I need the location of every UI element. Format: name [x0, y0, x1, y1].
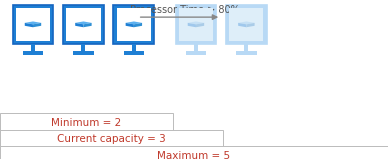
Bar [23, 51, 43, 55]
FancyBboxPatch shape [0, 130, 223, 149]
Polygon shape [117, 8, 151, 41]
Polygon shape [16, 8, 50, 41]
Polygon shape [229, 8, 263, 41]
Polygon shape [126, 21, 142, 24]
Polygon shape [179, 8, 213, 41]
Polygon shape [188, 23, 196, 27]
Polygon shape [25, 23, 33, 27]
Bar [186, 51, 206, 55]
Polygon shape [175, 5, 217, 44]
Polygon shape [246, 23, 255, 27]
Bar [132, 44, 136, 51]
Polygon shape [13, 5, 54, 44]
Polygon shape [75, 21, 92, 24]
Polygon shape [196, 23, 204, 27]
Polygon shape [126, 23, 134, 27]
Polygon shape [238, 21, 255, 24]
Polygon shape [238, 23, 246, 27]
Bar [31, 44, 35, 51]
Bar [236, 51, 256, 55]
Polygon shape [83, 23, 92, 27]
Bar [73, 51, 94, 55]
Polygon shape [188, 21, 204, 24]
Text: Processor Time > 80%: Processor Time > 80% [130, 5, 240, 15]
Polygon shape [113, 5, 154, 44]
FancyBboxPatch shape [0, 146, 388, 159]
Polygon shape [66, 8, 100, 41]
Bar [124, 51, 144, 55]
FancyBboxPatch shape [0, 113, 173, 132]
Text: Minimum = 2: Minimum = 2 [51, 118, 121, 128]
Polygon shape [33, 23, 41, 27]
Text: Maximum = 5: Maximum = 5 [158, 151, 230, 159]
Text: Current capacity = 3: Current capacity = 3 [57, 134, 166, 144]
Polygon shape [63, 5, 104, 44]
Polygon shape [25, 21, 41, 24]
Bar [81, 44, 85, 51]
Bar [194, 44, 198, 51]
Polygon shape [134, 23, 142, 27]
Polygon shape [226, 5, 267, 44]
Bar [244, 44, 248, 51]
Polygon shape [75, 23, 83, 27]
